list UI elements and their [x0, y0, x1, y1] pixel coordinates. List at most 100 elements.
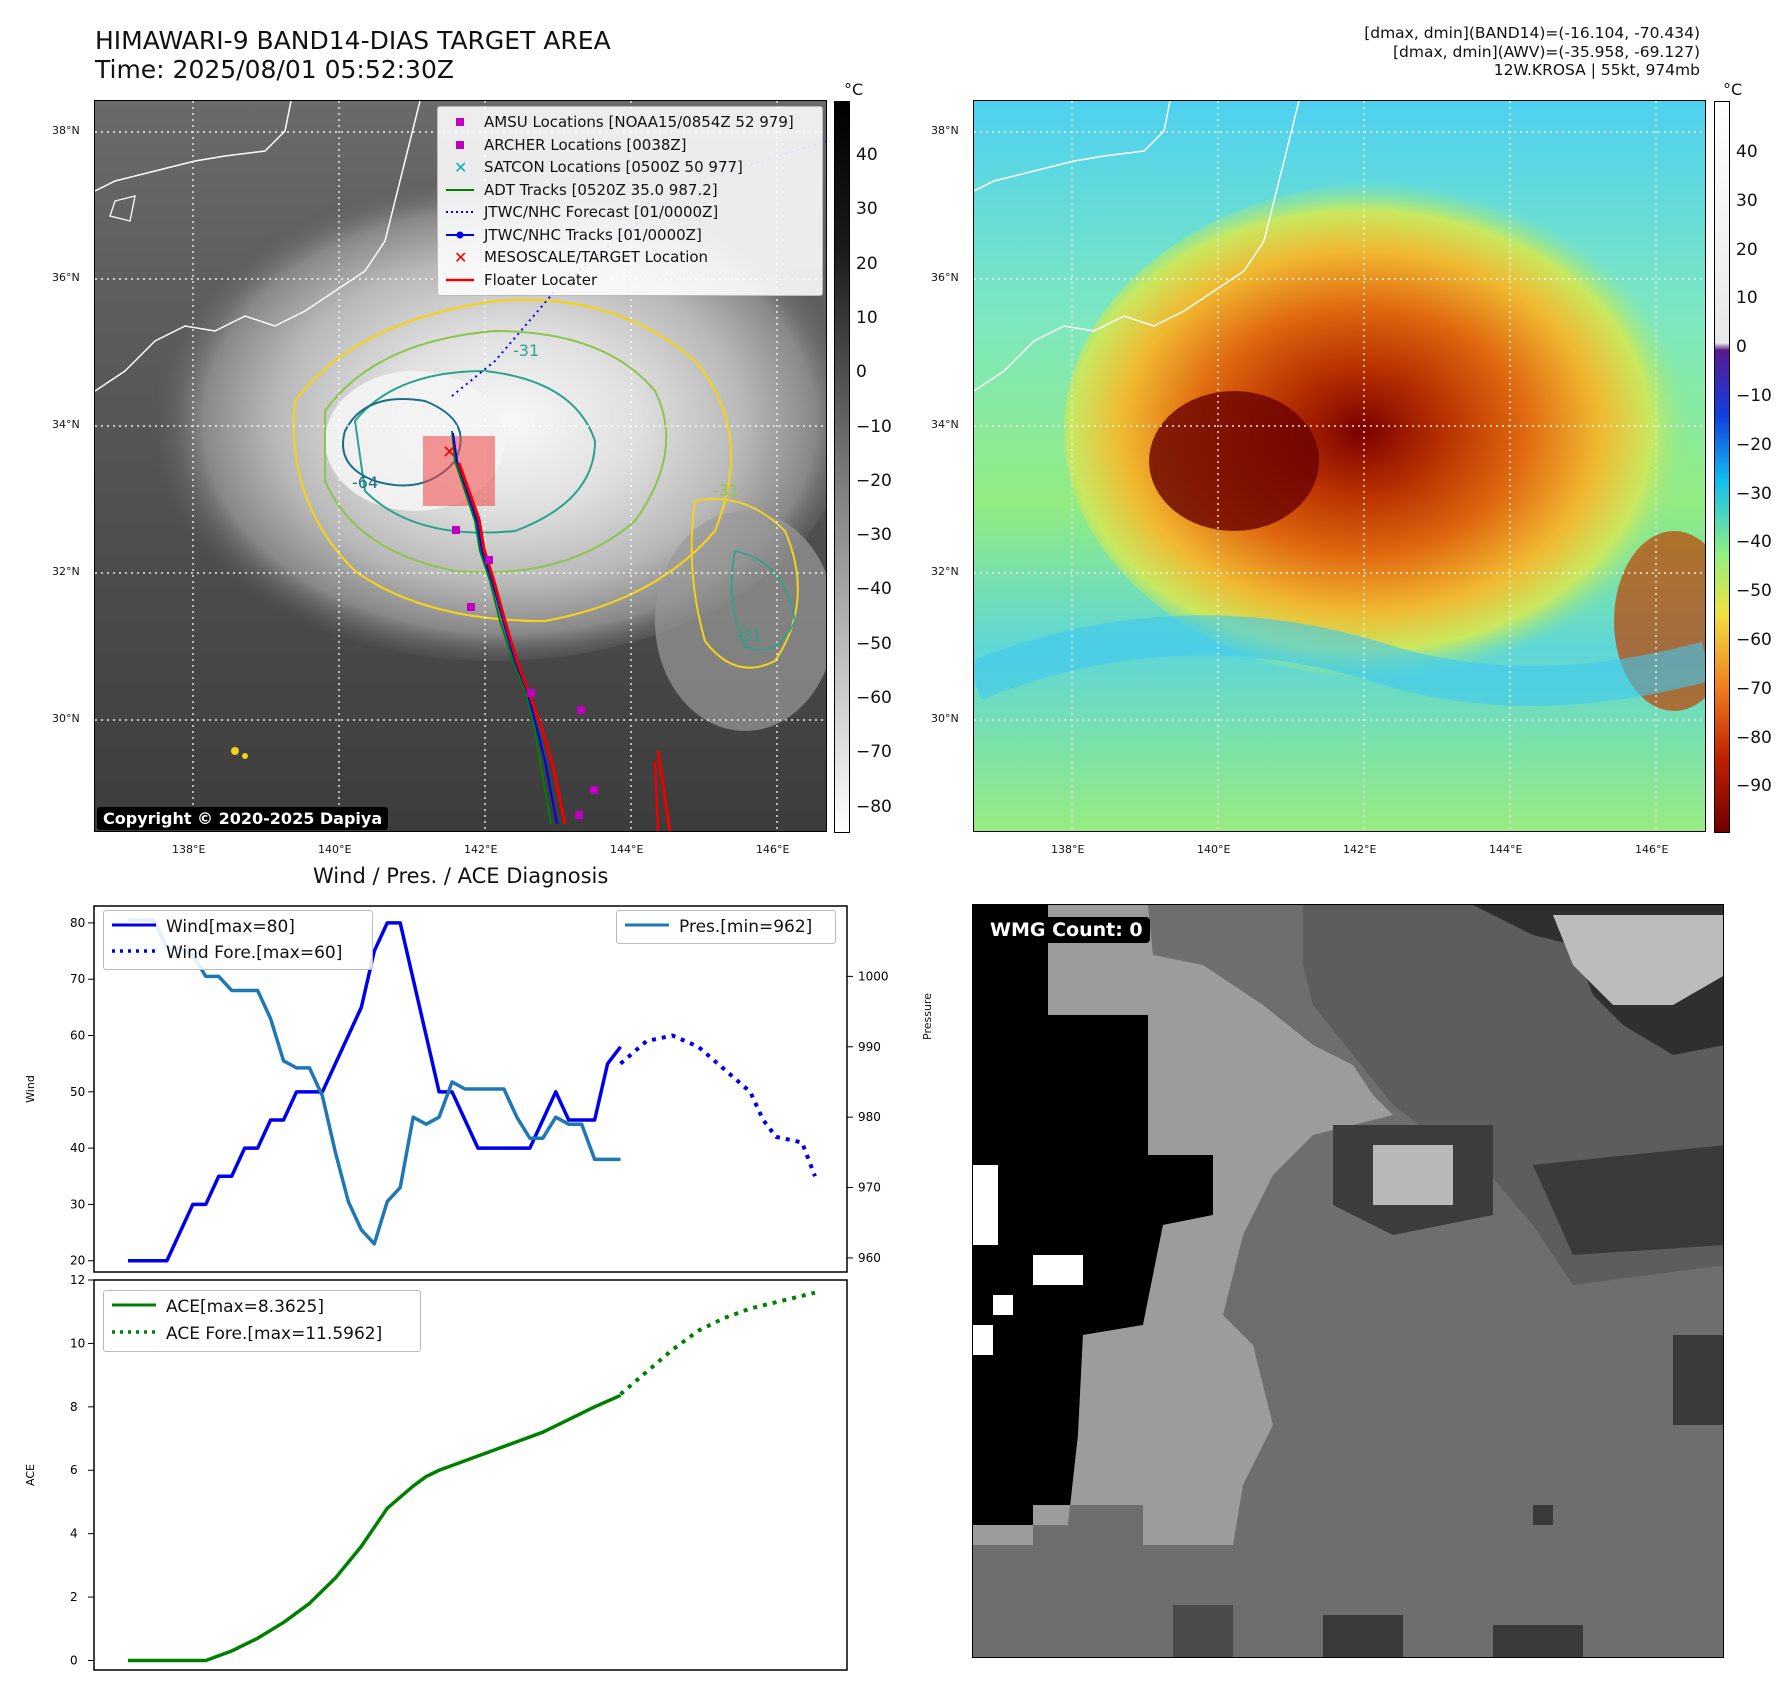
- wind-ytick-label: 80: [70, 916, 85, 930]
- wmg-image: [973, 905, 1723, 1657]
- wmg-black-region: [973, 905, 1213, 1525]
- storm-status: 12W.KROSA | 55kt, 974mb: [1493, 61, 1700, 79]
- legend-pressure: Pres.[min=962]: [625, 917, 813, 937]
- wv-colorbar-unit: °C: [1723, 80, 1743, 99]
- wv-lat-36: 36°N: [931, 271, 959, 284]
- wv-cb-ticks-tick: −20: [1736, 434, 1772, 455]
- legend-wind: Wind[max=80]: [112, 917, 295, 937]
- japan-coastline: [95, 101, 421, 392]
- ir-cb-ticks-tick: −60: [856, 688, 892, 708]
- ir-cb-ticks-tick: −80: [856, 796, 892, 817]
- wv-lon-144: 144°E: [1489, 843, 1523, 856]
- ir-lon-144: 144°E: [610, 843, 644, 856]
- legend-tracks: JTWC/NHC Tracks [01/0000Z]: [438, 224, 822, 247]
- ir-colorbar-unit: °C: [844, 80, 864, 99]
- pressure-ytick-label: 960: [858, 1251, 881, 1265]
- wind-pressure-chart: 20 30 40 50 60 70 80 960 970 980 990 1000 Wind Pres…: [24, 905, 889, 1273]
- wind-ytick-label: 50: [70, 1085, 85, 1099]
- wv-cb-ticks-tick: −80: [1736, 727, 1772, 748]
- ace-ytick-label: 4: [70, 1527, 78, 1541]
- contour-teal: [353, 369, 597, 534]
- wv-lon-142: 142°E: [1343, 843, 1377, 856]
- wv-lat-34: 34°N: [931, 418, 959, 431]
- wind-ytick-label: 70: [70, 972, 85, 986]
- ir-cb-ticks-tick: −20: [856, 470, 892, 491]
- pressure-axis-title: Pressure: [921, 993, 934, 1040]
- pressure-ytick-label: 970: [858, 1181, 881, 1195]
- pressure-legend: Pres.[min=962]: [616, 910, 836, 944]
- adt-track: [451, 430, 552, 825]
- title-line-1: HIMAWARI-9 BAND14-DIAS TARGET AREA: [95, 26, 611, 55]
- wmg-panel: WMG Count: 0: [972, 904, 1724, 1658]
- ir-lon-146: 146°E: [756, 843, 790, 856]
- svg-text:✕: ✕: [454, 159, 467, 175]
- ir-cb-ticks-tick: 10: [856, 307, 878, 328]
- ir-lon-140: 140°E: [318, 843, 352, 856]
- contour-label-east: -31: [713, 481, 739, 500]
- floater-track: [457, 462, 567, 825]
- wv-lat-38: 38°N: [931, 124, 959, 137]
- contour-green: [324, 329, 668, 574]
- ir-cb-ticks-tick: 40: [856, 145, 878, 165]
- ir-lon-138: 138°E: [172, 843, 206, 856]
- legend-forecast: JTWC/NHC Forecast [01/0000Z]: [446, 203, 719, 221]
- wv-lat-30: 30°N: [931, 712, 959, 725]
- copyright-notice: Copyright © 2020-2025 Dapiya: [97, 807, 389, 830]
- wv-lat-32: 32°N: [931, 565, 959, 578]
- mesoscale-marker: ✕: [442, 442, 457, 463]
- contour-label-north: -31: [513, 341, 539, 360]
- ir-cb-ticks-tick: −40: [856, 579, 892, 600]
- ir-lat-36: 36°N: [52, 271, 80, 284]
- legend-ace-forecast: ACE Fore.[max=11.5962]: [112, 1324, 383, 1344]
- wv-gridlines: [974, 101, 1705, 831]
- band14-range: [dmax, dmin](BAND14)=(-16.104, -70.434): [1364, 24, 1700, 42]
- ace-legend: ACE[max=8.3625] ACE Fore.[max=11.5962]: [103, 1290, 421, 1352]
- amsu-markers: [452, 526, 598, 819]
- series-0-line: [128, 921, 622, 1263]
- ir-satellite-map: ✕ -64 -31 -31 -31 AMSU Locations [NOAA15…: [94, 100, 827, 832]
- wind-ytick-label: 40: [70, 1141, 85, 1155]
- ir-lat-34: 34°N: [52, 418, 80, 431]
- ir-lat-32: 32°N: [52, 565, 80, 578]
- wind-ytick-label: 60: [70, 1029, 85, 1043]
- legend-satcon: ✕ SATCON Locations [0500Z 50 977]: [454, 158, 743, 176]
- wv-lon-140: 140°E: [1197, 843, 1231, 856]
- wv-cb-ticks-tick: 30: [1736, 190, 1758, 211]
- legend-archer: ARCHER Locations [0038Z]: [438, 134, 822, 157]
- wv-lon-146: 146°E: [1635, 843, 1669, 856]
- legend-adt: ADT Tracks [0520Z 35.0 987.2]: [446, 180, 718, 199]
- ace-ytick-label: 8: [70, 1400, 78, 1414]
- diagnosis-title: Wind / Pres. / ACE Diagnosis: [313, 864, 609, 888]
- wv-satellite-map: [973, 100, 1706, 832]
- awv-range: [dmax, dmin](AWV)=(-35.958, -69.127): [1393, 42, 1700, 61]
- pressure-ytick-label: 1000: [858, 969, 889, 983]
- wv-cb-ticks-tick: 0: [1736, 337, 1747, 358]
- ace-ytick-label: 6: [70, 1463, 78, 1477]
- ir-lon-142: 142°E: [464, 843, 498, 856]
- wind-ytick-label: 20: [70, 1254, 85, 1268]
- contour-label-southeast: -31: [736, 626, 762, 645]
- wind-axis-label: Wind: [24, 1075, 37, 1103]
- ir-lat-38: 38°N: [52, 124, 80, 137]
- svg-text:✕: ✕: [454, 249, 467, 265]
- wind-legend: Wind[max=80] Wind Fore.[max=60]: [103, 910, 373, 970]
- wv-cb-ticks-tick: 40: [1736, 142, 1758, 162]
- ir-cb-ticks-tick: 20: [856, 253, 878, 274]
- wmg-bright-cell: [1373, 1145, 1453, 1205]
- wv-cb-ticks-tick: −40: [1736, 532, 1772, 553]
- storm-moisture: [1064, 181, 1705, 681]
- ir-cb-ticks-tick: −50: [856, 633, 892, 654]
- ace-series-1-line: [619, 1290, 816, 1396]
- ir-cb-ticks-tick: 30: [856, 199, 878, 220]
- track-legend: AMSU Locations [NOAA15/0854Z 52 979] ARC…: [437, 106, 823, 296]
- ir-lat-30: 30°N: [52, 712, 80, 725]
- wv-cb-ticks-tick: 20: [1736, 239, 1758, 260]
- legend-floater: Floater Locater: [446, 270, 598, 289]
- contour-label-core: -64: [352, 473, 378, 492]
- ace-ytick-label: 12: [70, 1273, 85, 1287]
- wv-lon-138: 138°E: [1051, 843, 1085, 856]
- series-1-line: [619, 1033, 817, 1177]
- wv-cb-ticks-tick: −60: [1736, 630, 1772, 650]
- figure-title: HIMAWARI-9 BAND14-DIAS TARGET AREA Time:…: [95, 26, 611, 84]
- wmg-light-band: [973, 905, 1393, 1545]
